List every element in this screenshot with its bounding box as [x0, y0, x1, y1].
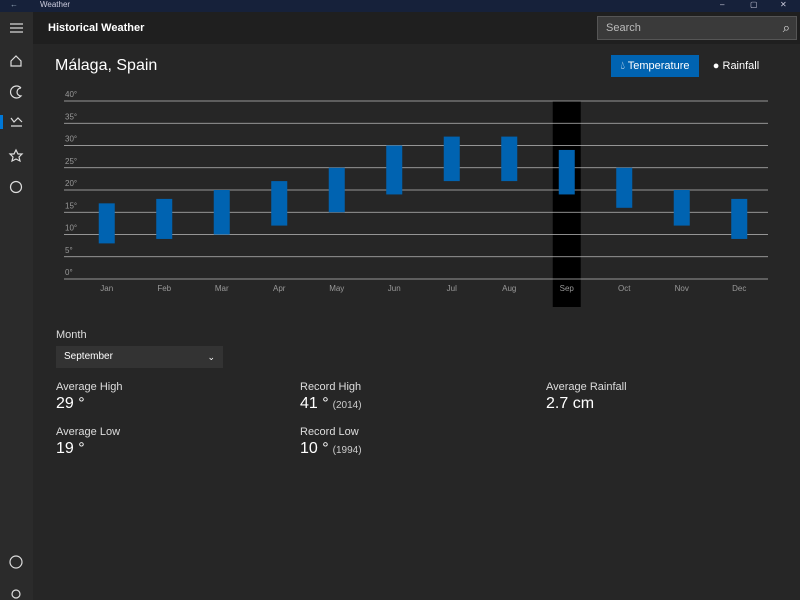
y-tick-label: 15° [65, 201, 77, 210]
temperature-range-bar [673, 190, 690, 226]
y-tick-label: 20° [65, 179, 77, 188]
temperature-range-bar [731, 198, 748, 239]
close-button[interactable]: ✕ [780, 0, 787, 9]
forecast-button[interactable] [10, 85, 23, 99]
maximize-button[interactable]: ▢ [750, 0, 758, 9]
minimize-button[interactable]: – [720, 0, 725, 9]
location: Málaga, Spain [55, 57, 158, 74]
x-tick-label: Jun [388, 284, 401, 293]
stat-note: (1994) [332, 445, 362, 456]
y-tick-label: 10° [65, 224, 77, 233]
stat-value: 41 ° [300, 395, 329, 412]
x-tick-label: Dec [732, 284, 746, 293]
x-tick-label: Mar [215, 284, 229, 293]
stat-row: 41 ° (2014) [300, 395, 362, 413]
y-tick-label: 25° [65, 157, 77, 166]
settings-button[interactable] [11, 589, 21, 599]
nav-icons [0, 23, 24, 599]
selected-month-highlight [552, 101, 581, 307]
x-tick-label: Aug [502, 284, 516, 293]
stat-row: 19 ° [56, 440, 120, 458]
temperature-chart: 0° 5° 10° 15° 20° 25° 30° 35° 40° Jan Feb Mar Apr May… [64, 90, 768, 307]
stat: Average Low 19 ° [56, 426, 120, 458]
x-tick-label: Jul [447, 284, 457, 293]
month-selected: September [64, 351, 113, 362]
stat-label: Average Rainfall [546, 381, 627, 393]
x-tick-label: May [329, 284, 344, 293]
x-tick-label: Apr [273, 284, 286, 293]
stat-label: Record High [300, 381, 362, 393]
back-button[interactable]: ← [10, 0, 18, 9]
month-label: Month [56, 329, 87, 341]
stat-value: 2.7 cm [546, 395, 595, 412]
y-tick-label: 40° [65, 90, 77, 99]
stat-row: 29 ° [56, 395, 122, 413]
stat: Record High 41 ° (2014) [300, 381, 362, 413]
temperature-range-bar [616, 167, 633, 208]
x-tick-label: Nov [675, 284, 689, 293]
search-box[interactable]: Search ⌕ [597, 16, 797, 40]
x-tick-label: Jan [100, 284, 113, 293]
search-placeholder: Search [606, 22, 641, 34]
stat-row: 10 ° (1994) [300, 440, 362, 458]
y-tick-label: 30° [65, 135, 77, 144]
toggle-label: Rainfall [722, 60, 760, 72]
y-tick-label: 35° [65, 112, 77, 121]
stat-label: Record Low [300, 426, 359, 438]
toggle-label: Temperature [627, 60, 690, 72]
stat-label: Average Low [56, 426, 121, 438]
nav-rail [0, 12, 33, 600]
nav-selection [0, 115, 3, 129]
x-tick-label: Feb [157, 284, 171, 293]
stat-value: 10 ° [300, 440, 329, 457]
stat: Average Rainfall 2.7 cm [546, 381, 627, 413]
stat-value: 19 ° [56, 440, 85, 457]
temperature-range-bar [558, 149, 575, 195]
temperature-range-bar [213, 190, 230, 235]
temperature-range-bar [501, 136, 518, 182]
stat: Average High 29 ° [56, 381, 122, 413]
app-title: Historical Weather [48, 22, 145, 34]
y-tick-label: 5° [65, 246, 73, 255]
temperature-toggle[interactable]: 💧︎ Temperature [611, 55, 699, 77]
month-dropdown[interactable]: September ⌄ [56, 346, 223, 368]
rainfall-toggle[interactable]: ● Rainfall [712, 60, 760, 72]
temperature-range-bar [156, 198, 173, 239]
menu-button[interactable] [10, 23, 23, 33]
stat-note: (2014) [332, 400, 362, 411]
title-bar: ← Weather – ▢ ✕ [0, 0, 800, 12]
historical-button[interactable] [10, 117, 23, 127]
temperature-range-bar [98, 203, 115, 244]
temperature-range-bar [271, 181, 288, 226]
favorites-button[interactable] [8, 148, 24, 163]
temperature-range-bar [328, 167, 345, 213]
feedback-button[interactable] [9, 180, 23, 194]
stat-label: Average High [56, 381, 123, 393]
temperature-range-bar [386, 145, 403, 195]
x-tick-label: Oct [618, 284, 631, 293]
search-icon[interactable]: ⌕ [782, 20, 790, 35]
x-tick-label: Sep [560, 284, 575, 293]
stat-row: 2.7 cm [546, 395, 627, 413]
stat-value: 29 ° [56, 395, 85, 412]
stat: Record Low 10 ° (1994) [300, 426, 362, 458]
home-button[interactable] [10, 55, 22, 67]
account-button[interactable] [9, 555, 23, 569]
y-tick-label: 0° [65, 268, 73, 277]
content [33, 44, 800, 600]
window-title: Weather [40, 0, 71, 9]
temperature-range-bar [443, 136, 460, 182]
